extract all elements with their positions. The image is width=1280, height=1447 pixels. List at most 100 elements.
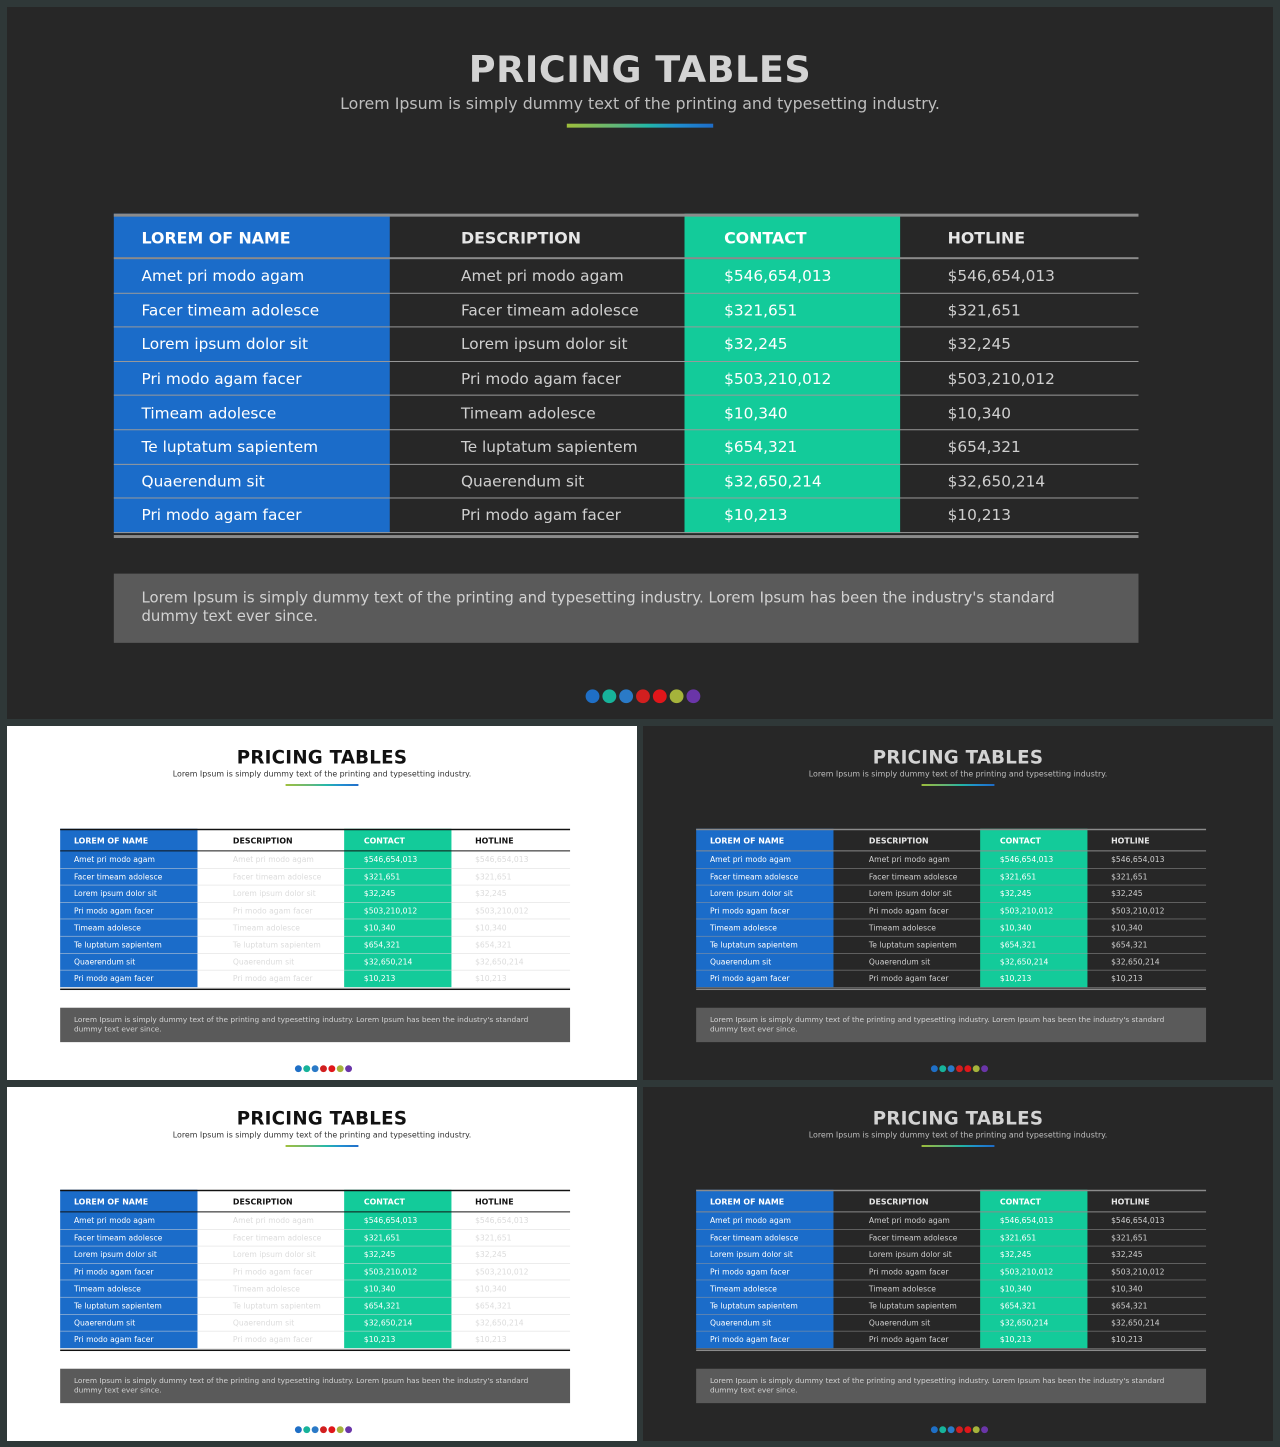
- name-cell: Lorem ipsum dolor sit: [709, 1250, 793, 1260]
- color-dot: [652, 689, 667, 704]
- table-row: Timeam adolesce Timeam adolesce $10,340 $10…: [696, 1280, 1207, 1298]
- hotline-cell: $503,210,012: [1111, 906, 1165, 916]
- name-cell: Pri modo agam facer: [709, 1335, 790, 1345]
- color-dots: [585, 689, 704, 704]
- hotline-cell: $503,210,012: [1111, 1267, 1165, 1277]
- column-header-description: DESCRIPTION: [232, 1197, 293, 1207]
- hotline-cell: $32,245: [1111, 889, 1143, 899]
- contact-cell: $546,654,013: [724, 267, 832, 286]
- color-dot: [303, 1065, 311, 1073]
- hotline-cell: $10,213: [475, 974, 507, 984]
- color-dots: [294, 1426, 354, 1434]
- description-cell: Te luptatum sapientem: [460, 438, 638, 457]
- slide-thumbnail-4[interactable]: PRICING TABLES Lorem Ipsum is simply dum…: [643, 1087, 1273, 1441]
- hotline-cell: $321,651: [947, 301, 1021, 320]
- row-divider: [113, 292, 1139, 294]
- hotline-cell: $546,654,013: [1111, 1216, 1165, 1226]
- hotline-cell: $10,213: [1111, 974, 1143, 984]
- contact-column-highlight: [344, 828, 452, 988]
- contact-cell: $546,654,013: [999, 1216, 1054, 1226]
- title-accent-bar: [566, 123, 714, 128]
- color-dot: [328, 1065, 336, 1073]
- table-row: Quaerendum sit Quaerendum sit $32,650,214 $…: [60, 1314, 571, 1332]
- description-cell: Pri modo agam facer: [868, 1335, 949, 1345]
- description-cell: Timeam adolesce: [868, 923, 936, 933]
- table-row: Amet pri modo agam Amet pri modo agam $546…: [696, 1212, 1207, 1230]
- contact-cell: $10,213: [999, 974, 1032, 984]
- color-dots: [930, 1426, 990, 1434]
- table-row: Facer timeam adolesce Facer timeam adoles…: [113, 293, 1139, 328]
- name-cell: Facer timeam adolesce: [73, 1233, 163, 1243]
- title-accent-bar: [285, 1145, 359, 1147]
- hotline-cell: $654,321: [475, 1301, 512, 1311]
- table-top-rule: [696, 1189, 1207, 1192]
- pricing-table: LOREM OF NAME DESCRIPTION CONTACT HOTLINE Am…: [60, 828, 571, 991]
- name-cell: Lorem ipsum dolor sit: [73, 889, 157, 899]
- description-cell: Lorem ipsum dolor sit: [232, 889, 316, 899]
- slide-content: PRICING TABLES Lorem Ipsum is simply dum…: [643, 1087, 1273, 1441]
- description-cell: Lorem ipsum dolor sit: [868, 889, 952, 899]
- slide-title: PRICING TABLES: [236, 746, 408, 768]
- name-cell: Quaerendum sit: [709, 957, 772, 967]
- contact-cell: $321,651: [363, 872, 401, 882]
- pricing-table: LOREM OF NAME DESCRIPTION CONTACT HOTLINE Am…: [696, 828, 1207, 991]
- slide-title: PRICING TABLES: [872, 746, 1044, 768]
- name-cell: Timeam adolesce: [709, 1284, 778, 1294]
- color-dot: [328, 1426, 336, 1434]
- table-row: Amet pri modo agam Amet pri modo agam $546…: [60, 851, 571, 869]
- description-cell: Amet pri modo agam: [232, 855, 314, 865]
- name-cell: Timeam adolesce: [73, 923, 142, 933]
- description-cell: Facer timeam adolesce: [460, 301, 639, 320]
- main-slide[interactable]: PRICING TABLES Lorem Ipsum is simply dum…: [7, 7, 1273, 719]
- hotline-cell: $32,245: [1111, 1250, 1143, 1260]
- column-header-description: DESCRIPTION: [232, 836, 293, 846]
- name-cell: Pri modo agam facer: [709, 974, 790, 984]
- name-cell: Lorem ipsum dolor sit: [709, 889, 793, 899]
- hotline-cell: $10,340: [475, 1284, 507, 1294]
- table-row: Quaerendum sit Quaerendum sit $32,650,214 $…: [60, 953, 571, 971]
- hotline-cell: $321,651: [475, 872, 512, 882]
- slide-thumbnail-3[interactable]: PRICING TABLES Lorem Ipsum is simply dum…: [7, 1087, 637, 1441]
- column-header-name: LOREM OF NAME: [73, 836, 149, 846]
- table-row: Quaerendum sit Quaerendum sit $32,650,214 $…: [696, 1314, 1207, 1332]
- name-cell: Pri modo agam facer: [709, 906, 790, 916]
- table-header-row: LOREM OF NAME DESCRIPTION CONTACT HOTLINE: [60, 1191, 571, 1213]
- contact-cell: $654,321: [999, 940, 1037, 950]
- name-cell: Quaerendum sit: [709, 1318, 772, 1328]
- color-dot: [336, 1426, 344, 1434]
- hotline-cell: $32,650,214: [475, 957, 524, 967]
- description-cell: Quaerendum sit: [868, 1318, 931, 1328]
- name-cell: Facer timeam adolesce: [709, 872, 799, 882]
- description-cell: Quaerendum sit: [460, 472, 585, 491]
- contact-cell: $503,210,012: [999, 1267, 1054, 1277]
- slide-content: PRICING TABLES Lorem Ipsum is simply dum…: [7, 1087, 637, 1441]
- table-header-row: LOREM OF NAME DESCRIPTION CONTACT HOTLINE: [696, 1191, 1207, 1213]
- name-cell: Quaerendum sit: [73, 1318, 136, 1328]
- description-cell: Timeam adolesce: [232, 1284, 300, 1294]
- table-row: Amet pri modo agam Amet pri modo agam $546…: [113, 259, 1139, 294]
- table-row: Te luptatum sapientem Te luptatum sapient…: [696, 936, 1207, 954]
- slide-thumbnail-2[interactable]: PRICING TABLES Lorem Ipsum is simply dum…: [643, 726, 1273, 1080]
- slide-content: PRICING TABLES Lorem Ipsum is simply dum…: [7, 726, 637, 1080]
- column-header-description: DESCRIPTION: [868, 1197, 929, 1207]
- contact-cell: $10,340: [363, 1284, 396, 1294]
- slide-thumbnail-1[interactable]: PRICING TABLES Lorem Ipsum is simply dum…: [7, 726, 637, 1080]
- hotline-cell: $10,213: [947, 506, 1012, 525]
- description-cell: Pri modo agam facer: [460, 370, 621, 388]
- name-cell: Amet pri modo agam: [709, 1216, 791, 1226]
- hotline-cell: $10,340: [475, 923, 507, 933]
- description-cell: Facer timeam adolesce: [232, 872, 322, 882]
- description-cell: Pri modo agam facer: [868, 906, 949, 916]
- description-cell: Pri modo agam facer: [232, 1335, 313, 1345]
- note-box: Lorem Ipsum is simply dummy text of the …: [696, 1368, 1207, 1404]
- color-dot: [602, 689, 617, 704]
- contact-cell: $32,245: [724, 335, 788, 354]
- color-dot: [981, 1065, 989, 1073]
- description-cell: Te luptatum sapientem: [868, 940, 957, 950]
- row-divider: [113, 463, 1139, 465]
- contact-cell: $503,210,012: [363, 906, 418, 916]
- description-cell: Pri modo agam facer: [460, 506, 621, 525]
- table-top-rule: [696, 828, 1207, 831]
- color-dot: [964, 1065, 972, 1073]
- color-dot: [939, 1426, 947, 1434]
